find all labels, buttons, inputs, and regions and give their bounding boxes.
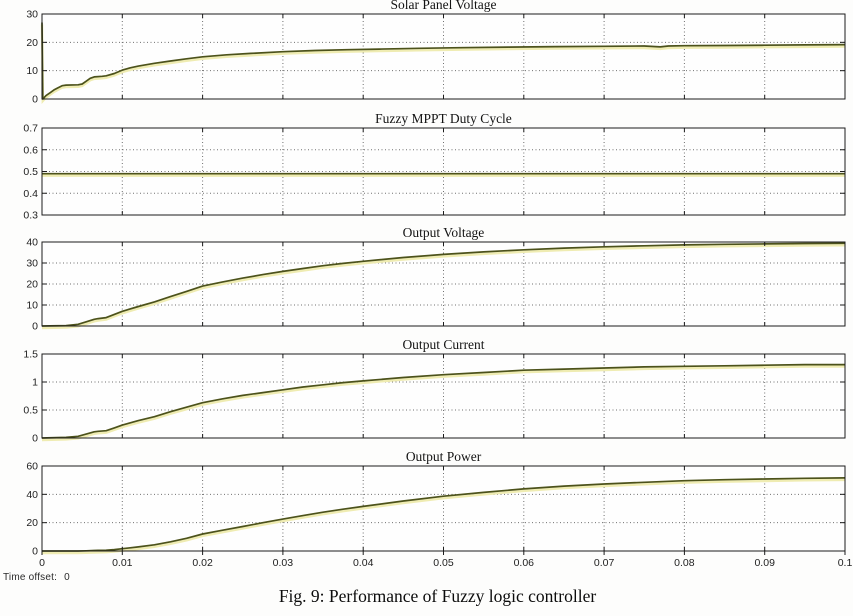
x-tick-label: 0 (39, 557, 45, 569)
plot-solar-panel-voltage: 0 10 20 30 (26, 9, 846, 106)
y-tick-label: 0.3 (23, 210, 38, 222)
y-tick-label: 10 (26, 65, 38, 77)
trace (41, 22, 846, 100)
x-tick-label: 0.06 (514, 557, 535, 569)
x-tick-label: 0.02 (192, 557, 213, 569)
plot-title-output-current: Output Current (402, 337, 485, 352)
plot-output-voltage: 0 10 20 30 40 (26, 237, 846, 333)
y-tick-label: 0 (32, 546, 38, 558)
plot-title-output-power: Output Power (405, 449, 482, 464)
x-tick-label: 0.03 (273, 557, 294, 569)
trace-halo (41, 244, 846, 330)
x-tick-label: 0.01 (112, 557, 133, 569)
trace-halo (40, 24, 846, 104)
x-tick-label: 0.04 (353, 557, 374, 569)
y-tick-label: 20 (26, 279, 38, 291)
y-tick-label: 0.6 (23, 144, 38, 156)
time-offset-label: Time offset: (3, 572, 58, 583)
plot-title-fuzzy-mppt-duty-cycle: Fuzzy MPPT Duty Cycle (375, 111, 512, 126)
time-offset-value: 0 (64, 572, 70, 583)
x-tick-label: 0.05 (433, 557, 454, 569)
y-tick-label: 0 (32, 433, 38, 445)
y-tick-label: 0.4 (23, 188, 38, 200)
y-tick-label: 60 (26, 461, 38, 473)
plot-title-solar-panel-voltage: Solar Panel Voltage (390, 0, 497, 12)
x-tick-label: 0.07 (594, 557, 615, 569)
trace (41, 242, 846, 327)
y-tick-label: 1.5 (23, 349, 38, 361)
y-tick-label: 30 (26, 9, 38, 21)
x-tick-label: 0.08 (674, 557, 695, 569)
plot-fuzzy-mppt-duty-cycle: 0.3 0.4 0.5 0.6 0.7 (23, 123, 846, 222)
y-tick-label: 20 (26, 37, 38, 49)
y-tick-label: 10 (26, 300, 38, 312)
time-offset: Time offset: 0 (3, 572, 70, 583)
trace (42, 477, 846, 552)
plot-output-current: 0 0.5 1 1.5 (23, 349, 846, 445)
trace (41, 363, 845, 439)
y-tick-label: 40 (26, 489, 38, 501)
y-tick-label: 30 (26, 258, 38, 270)
x-tick-label: 0.1 (838, 557, 853, 569)
y-tick-label: 0.5 (23, 166, 38, 178)
y-tick-label: 0 (32, 321, 38, 333)
y-tick-label: 0.7 (23, 123, 38, 135)
x-tick-label: 0.09 (754, 557, 775, 569)
trace-halo (42, 478, 846, 555)
plot-output-power: 0 20 40 60 0 0.01 0.02 0.03 0.04 0.05 0.06 0.07 0.08… (26, 461, 852, 570)
y-tick-label: 0.5 (23, 405, 38, 417)
trace-halo (41, 365, 845, 442)
y-tick-label: 20 (26, 517, 38, 529)
figure-caption: Fig. 9: Performance of Fuzzy logic contr… (278, 586, 597, 606)
y-tick-label: 0 (32, 94, 38, 106)
plot-title-output-voltage: Output Voltage (402, 225, 485, 240)
y-tick-label: 40 (26, 237, 38, 249)
y-tick-label: 1 (32, 377, 38, 389)
